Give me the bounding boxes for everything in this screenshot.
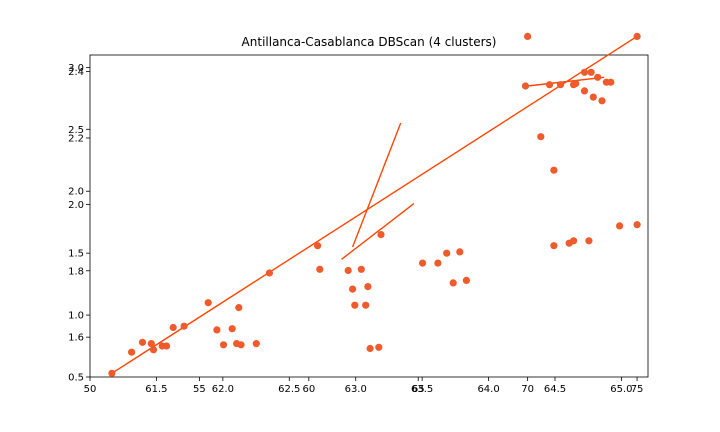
x-axis-tick-label-0: 50: [84, 384, 97, 395]
data-point-25: [364, 283, 372, 291]
data-point-34: [462, 276, 470, 284]
data-point-53: [598, 97, 606, 105]
data-point-55: [607, 78, 615, 86]
data-point-43: [633, 32, 641, 41]
data-point-49: [594, 73, 602, 81]
x-axis-twin-tick-label-1: 62.0: [212, 384, 234, 395]
data-point-47: [580, 68, 589, 76]
data-point-17: [265, 269, 273, 277]
y-axis-twin-tick-label-2: 2.0: [68, 200, 84, 211]
data-point-36: [521, 82, 530, 90]
data-point-2: [138, 338, 147, 346]
data-point-42: [633, 221, 641, 229]
data-point-20: [344, 266, 352, 275]
y-axis-tick-label-3: 2.0: [68, 187, 84, 198]
x-axis-twin-tick-label-3: 63.0: [345, 384, 367, 395]
x-axis-twin-tick-label-2: 62.5: [278, 384, 300, 395]
y-axis-tick-label-2: 1.5: [68, 249, 84, 260]
x-axis-twin-tick-label-4: 63.5: [411, 384, 433, 395]
data-point-6: [163, 342, 171, 350]
x-axis-twin-tick-label-5: 64.0: [477, 384, 499, 395]
data-point-37: [550, 242, 558, 250]
data-point-28: [377, 231, 385, 239]
x-axis-tick-label-5: 75: [631, 384, 644, 395]
data-point-16: [252, 340, 260, 348]
data-point-45: [556, 81, 565, 89]
series-line-3: [527, 76, 605, 87]
x-axis-tick-label-1: 55: [193, 384, 206, 395]
chart-title: Antillanca-Casablanca DBScan (4 clusters…: [242, 35, 497, 49]
x-axis-tick-label-2: 60: [302, 384, 315, 395]
data-point-52: [589, 93, 597, 101]
x-axis-twin-tick-label-6: 64.5: [544, 384, 566, 395]
data-point-57: [537, 133, 545, 141]
chart-axes: 50 55 60 65 70 75 61.5 62.0 62.5 63.0 63.5 64.0 64.5…: [68, 63, 643, 395]
data-point-54: [570, 81, 578, 89]
y-axis-twin-tick-label-4: 2.4: [68, 67, 84, 78]
y-axis-tick-label-4: 2.5: [68, 125, 84, 136]
data-point-4: [149, 346, 158, 354]
data-point-0: [108, 369, 116, 377]
data-point-33: [456, 248, 464, 256]
data-point-24: [362, 301, 370, 309]
data-point-18: [314, 242, 322, 250]
y-axis-twin-tick-label-3: 2.2: [68, 133, 84, 144]
data-point-35: [524, 32, 532, 41]
series-line-0: [111, 35, 638, 374]
data-point-21: [349, 285, 357, 293]
data-point-15: [237, 341, 245, 349]
chart-marks: [108, 32, 641, 377]
data-point-41: [616, 222, 624, 230]
data-point-3: [147, 340, 155, 348]
y-axis-tick-label-5: 3.0: [68, 63, 84, 74]
y-axis-twin-tick-label-0: 1.6: [68, 333, 84, 344]
data-point-13: [235, 304, 243, 312]
data-point-27: [375, 343, 383, 351]
plot-area: [89, 54, 649, 378]
data-point-22: [351, 301, 359, 309]
data-point-48: [587, 68, 595, 76]
data-point-40: [585, 237, 593, 245]
series-line-1: [351, 122, 402, 248]
data-point-30: [434, 259, 442, 267]
x-axis-tick-label-4: 70: [521, 384, 534, 395]
data-point-32: [449, 279, 457, 287]
data-point-39: [570, 237, 578, 245]
series-line-2: [341, 203, 415, 260]
y-axis-tick-label-0: 0.5: [68, 373, 84, 384]
data-point-56: [550, 166, 558, 174]
data-point-29: [419, 259, 427, 267]
data-point-7: [169, 323, 177, 332]
data-point-51: [580, 87, 589, 95]
x-axis-twin-tick-label-0: 61.5: [145, 384, 167, 395]
y-axis-twin-tick-label-1: 1.8: [68, 266, 84, 277]
data-point-12: [228, 325, 236, 333]
data-point-8: [180, 322, 188, 330]
data-point-44: [545, 81, 554, 89]
data-point-11: [219, 341, 228, 349]
x-axis-tick-label-3: 65: [412, 384, 425, 395]
data-point-9: [204, 299, 212, 307]
data-point-19: [316, 265, 324, 273]
data-point-10: [213, 326, 221, 334]
data-point-23: [357, 265, 365, 273]
data-point-26: [366, 344, 374, 353]
x-axis-twin-tick-label-7: 65.0: [610, 384, 632, 395]
data-point-1: [128, 348, 136, 356]
y-axis-tick-label-1: 1.0: [68, 311, 84, 322]
data-point-31: [443, 249, 451, 257]
